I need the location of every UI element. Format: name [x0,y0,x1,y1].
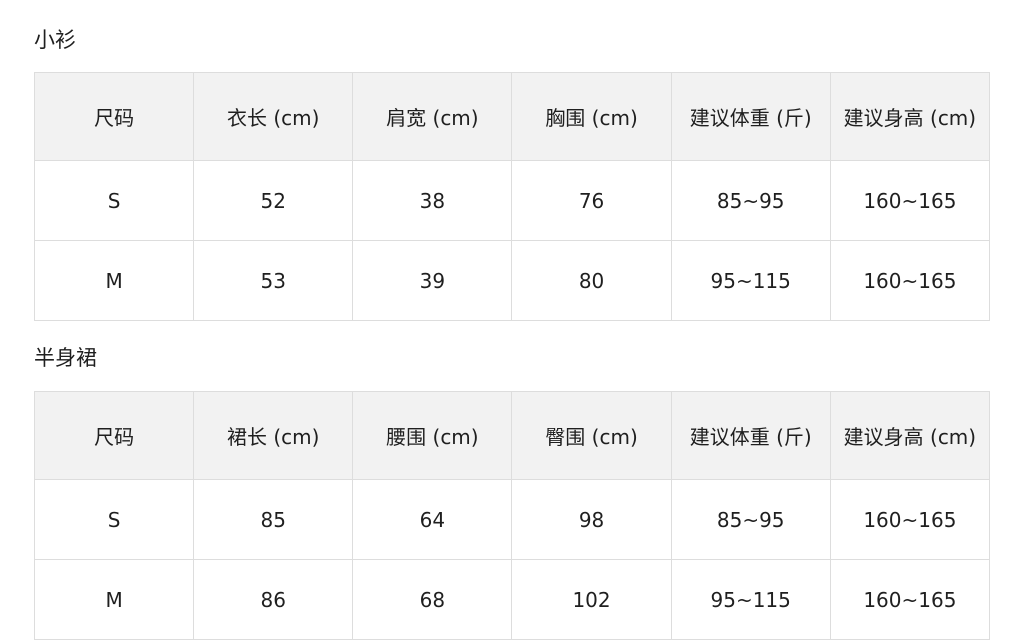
cell: S [33,160,195,241]
header-cell: 建议身高 (cm) [829,72,991,161]
cell: 39 [352,240,513,321]
cell: M [33,559,195,640]
table-row: S 52 38 76 85~95 160~165 [33,160,991,241]
table-row: M 53 39 80 95~115 160~165 [33,240,991,321]
cell: 38 [352,160,513,241]
size-table-top: 尺码 衣长 (cm) 肩宽 (cm) 胸围 (cm) 建议体重 (斤) 建议身高… [33,72,991,321]
header-row: 尺码 裙长 (cm) 腰围 (cm) 臀围 (cm) 建议体重 (斤) 建议身高… [33,391,991,480]
cell: 76 [511,160,672,241]
section-title-top: 小衫 [34,28,76,52]
cell: 80 [511,240,672,321]
cell: 86 [193,559,354,640]
header-cell: 胸围 (cm) [511,72,672,161]
cell: 160~165 [829,160,991,241]
cell: 85~95 [670,160,831,241]
cell: 102 [511,559,672,640]
size-table-bottom: 尺码 裙长 (cm) 腰围 (cm) 臀围 (cm) 建议体重 (斤) 建议身高… [33,391,991,640]
header-cell: 臀围 (cm) [511,391,672,480]
header-cell: 尺码 [33,391,195,480]
header-row: 尺码 衣长 (cm) 肩宽 (cm) 胸围 (cm) 建议体重 (斤) 建议身高… [33,72,991,161]
cell: M [33,240,195,321]
section-title-bottom: 半身裙 [34,346,97,370]
header-cell: 衣长 (cm) [193,72,354,161]
header-cell: 建议体重 (斤) [670,391,831,480]
cell: 64 [352,479,513,560]
header-cell: 肩宽 (cm) [352,72,513,161]
cell: S [33,479,195,560]
cell: 85~95 [670,479,831,560]
cell: 98 [511,479,672,560]
cell: 95~115 [670,240,831,321]
cell: 85 [193,479,354,560]
cell: 95~115 [670,559,831,640]
cell: 160~165 [829,240,991,321]
header-cell: 建议体重 (斤) [670,72,831,161]
cell: 160~165 [829,479,991,560]
header-cell: 裙长 (cm) [193,391,354,480]
header-cell: 尺码 [33,72,195,161]
cell: 160~165 [829,559,991,640]
header-cell: 建议身高 (cm) [829,391,991,480]
cell: 52 [193,160,354,241]
table-row: M 86 68 102 95~115 160~165 [33,559,991,640]
cell: 68 [352,559,513,640]
table-row: S 85 64 98 85~95 160~165 [33,479,991,560]
cell: 53 [193,240,354,321]
header-cell: 腰围 (cm) [352,391,513,480]
